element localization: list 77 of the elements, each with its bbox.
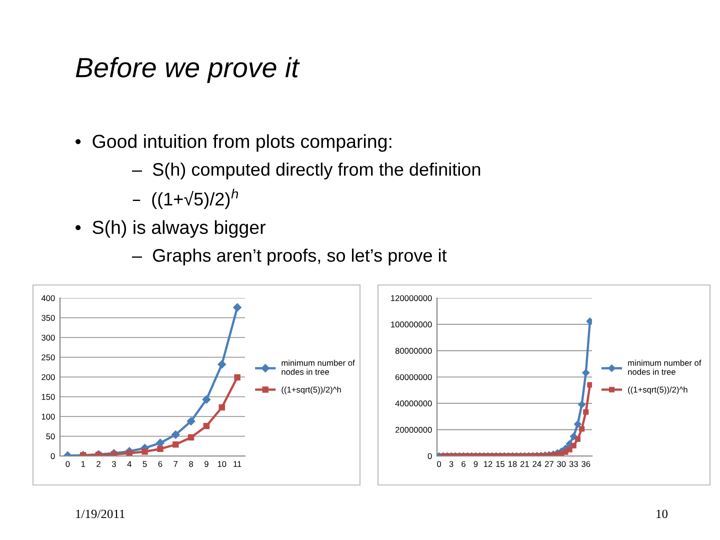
text: 1/19/2011 — [76, 510, 124, 518]
y-tick-label: 350 — [42, 314, 55, 321]
y-tick-label: 80000000 — [395, 348, 432, 354]
point — [218, 404, 225, 411]
legend-label: minimum number of nodes in tree — [628, 360, 702, 375]
y-tick-label: 200 — [42, 374, 55, 380]
y-tick-label: 50 — [46, 433, 55, 440]
x-tick-label: 36 — [582, 461, 590, 467]
point — [142, 448, 148, 455]
x-tick-label: 10 — [218, 461, 226, 467]
point — [172, 441, 179, 448]
x-tick-label: 9 — [204, 461, 208, 467]
x-tick-label: 0 — [66, 461, 70, 467]
point — [186, 417, 196, 426]
point — [579, 426, 585, 432]
x-tick-label: 8 — [189, 461, 193, 467]
legend-label: minimum number of nodes in tree — [282, 360, 355, 375]
x-tick-label: 6 — [462, 461, 466, 467]
x-tick-label: 3 — [112, 461, 116, 467]
point — [578, 400, 586, 408]
x-tick-label: 27 — [544, 461, 554, 467]
y-tick-label: 400 — [41, 295, 55, 302]
point — [218, 360, 226, 368]
point — [233, 303, 242, 312]
text: – Graphs aren’t proofs, so let’s prove it — [132, 248, 447, 266]
legend-label: ((1+sqrt(5))/2)^h — [282, 386, 341, 394]
y-tick-label: 100 — [42, 414, 55, 420]
point — [203, 422, 210, 430]
point — [126, 450, 132, 456]
x-tick-label: 9 — [474, 461, 478, 467]
x-tick-label: 4 — [127, 461, 132, 467]
point — [157, 446, 164, 452]
legend-label: ((1+sqrt(5))/2)^h — [628, 386, 688, 394]
y-tick-label: 150 — [42, 394, 55, 400]
x-tick-label: 11 — [234, 461, 242, 467]
y-tick-label: 60000000 — [395, 374, 432, 380]
x-tick-label: 15 — [496, 461, 505, 467]
x-tick-label: 21 — [520, 461, 529, 467]
text: • Good intuition from plots comparing: — [76, 134, 392, 152]
y-tick-label: 0 — [428, 453, 432, 460]
x-tick-label: 2 — [96, 461, 100, 467]
text: – S(h) computed directly from the definition — [132, 162, 480, 180]
text: – ((1+√5)/2)$^{h}$ — [132, 188, 238, 210]
x-tick-label: 12 — [484, 461, 492, 467]
y-tick-label: 40000000 — [395, 400, 432, 406]
x-tick-label: 30 — [557, 461, 566, 467]
point — [202, 395, 211, 404]
y-tick-label: 300 — [42, 334, 55, 341]
text: 10 — [656, 510, 668, 518]
y-tick-label: 250 — [42, 354, 55, 360]
point — [587, 382, 592, 388]
point — [570, 432, 578, 440]
x-tick-label: 6 — [158, 461, 162, 467]
text: • S(h) is always bigger — [76, 220, 266, 238]
y-tick-label: 100000000 — [391, 322, 432, 328]
x-tick-label: 18 — [508, 461, 517, 467]
y-tick-label: 20000000 — [395, 426, 432, 433]
point — [188, 434, 194, 441]
chart-title: Before we prove it — [76, 57, 300, 83]
x-tick-label: 0 — [437, 461, 442, 467]
x-tick-label: 3 — [449, 461, 454, 467]
point — [582, 369, 590, 376]
y-tick-label: 120000000 — [391, 295, 432, 302]
point — [574, 436, 580, 442]
point — [574, 420, 582, 428]
point — [171, 430, 180, 439]
point — [562, 449, 568, 455]
point — [234, 374, 240, 381]
y-tick-label: 0 — [50, 453, 55, 460]
x-tick-label: 24 — [532, 461, 542, 467]
point — [566, 446, 572, 452]
x-tick-label: 33 — [569, 461, 578, 467]
point — [583, 409, 589, 415]
x-tick-label: 5 — [142, 461, 147, 467]
x-tick-label: 1 — [81, 461, 86, 467]
x-tick-label: 7 — [174, 461, 178, 467]
point — [570, 442, 576, 448]
